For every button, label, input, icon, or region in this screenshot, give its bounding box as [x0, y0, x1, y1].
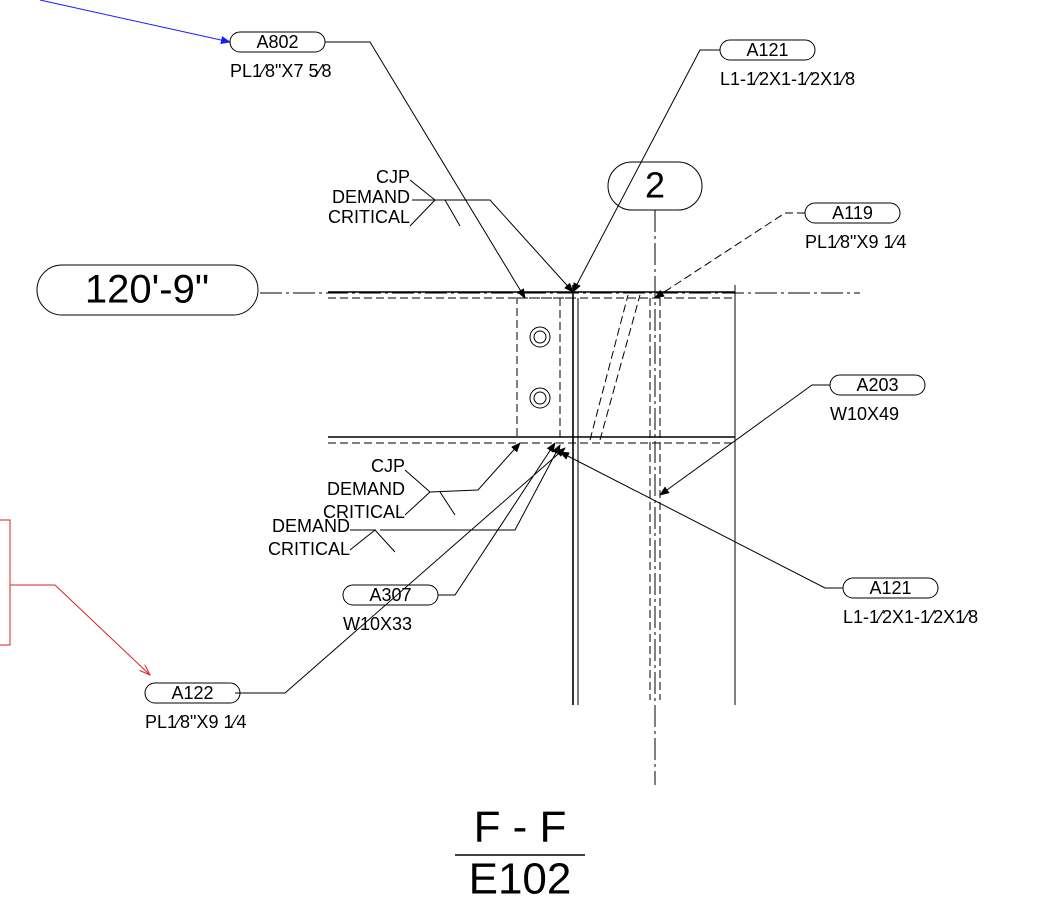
annotations: 2 120'-9" F - F E102: [37, 162, 702, 904]
section-title: F - F: [474, 803, 567, 852]
callout-mark: A119: [832, 203, 873, 223]
drawing: 2 120'-9" F - F E102 A802 PL1⁄8"X7 5⁄8 A12…: [0, 0, 1038, 923]
weld-note: DEMAND: [327, 479, 405, 499]
leaders: [0, 0, 843, 855]
callout-description: L1-1⁄2X1-1⁄2X1⁄8: [720, 69, 855, 89]
weld-note: DEMAND: [272, 516, 350, 536]
callout-mark: A802: [256, 32, 298, 52]
callout-mark: A122: [171, 683, 213, 703]
elevation-label: 120'-9": [85, 268, 209, 312]
weld-note: CJP: [371, 456, 405, 476]
callout-description: L1-1⁄2X1-1⁄2X1⁄8: [843, 607, 978, 627]
callout-mark: A203: [856, 375, 898, 395]
callout-description: W10X33: [343, 614, 412, 634]
callout-mark: A121: [746, 40, 788, 60]
callout-mark: A121: [869, 578, 911, 598]
callout-description: PL1⁄8"X9 1⁄4: [145, 712, 246, 732]
weld-note: CJP: [376, 167, 410, 187]
callout-description: PL1⁄8"X9 1⁄4: [805, 232, 906, 252]
callout-description: W10X49: [830, 404, 899, 424]
weld-note: DEMAND: [332, 187, 410, 207]
callout-description: PL1⁄8"X7 5⁄8: [230, 61, 331, 81]
grid-label: 2: [645, 165, 665, 206]
weld-note: CRITICAL: [268, 539, 350, 559]
section-sheet: E102: [469, 855, 572, 904]
weld-note: CRITICAL: [328, 207, 410, 227]
callout-mark: A307: [369, 585, 411, 605]
